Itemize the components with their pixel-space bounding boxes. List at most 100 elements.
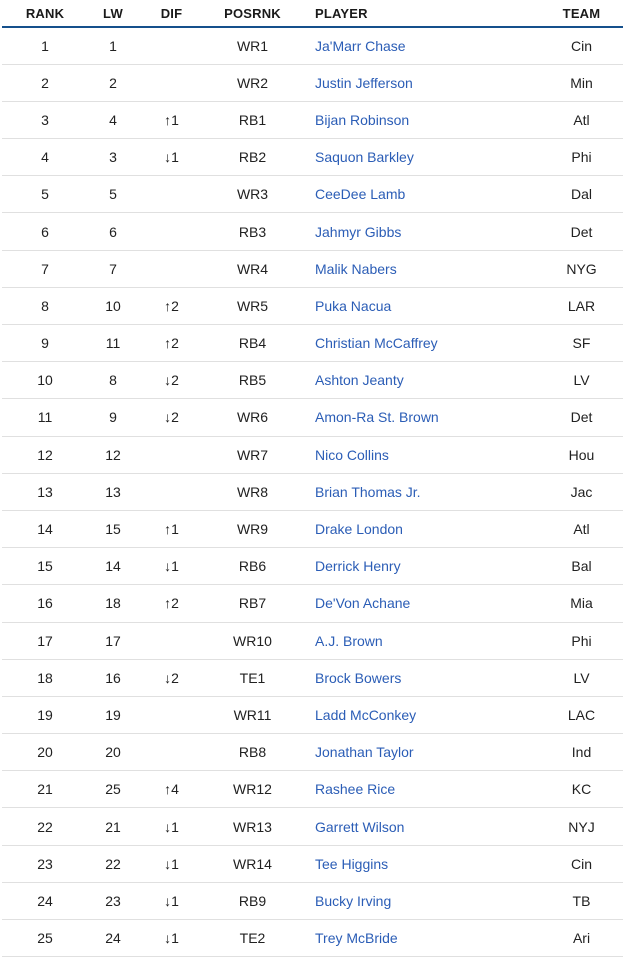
cell-position-rank: WR4 — [205, 250, 300, 288]
cell-rank: 4 — [2, 138, 88, 177]
cell-rank-difference: ↓1 — [138, 547, 205, 586]
cell-player: Tee Higgins — [300, 845, 540, 883]
cell-rank-difference — [138, 436, 205, 474]
player-link[interactable]: Derrick Henry — [315, 558, 401, 575]
cell-last-week-rank: 9 — [88, 398, 138, 437]
player-link[interactable]: Ashton Jeanty — [315, 372, 404, 389]
player-link[interactable]: Justin Jefferson — [315, 74, 413, 91]
player-link[interactable]: Tee Higgins — [315, 855, 389, 872]
player-link[interactable]: Ladd McConkey — [315, 706, 417, 723]
table-row: 24 23 ↓1 RB9 Bucky Irving TB — [2, 882, 623, 921]
cell-rank-difference: ↑1 — [138, 510, 205, 549]
table-row: 1 1 WR1 Ja'Marr Chase Cin — [2, 27, 623, 65]
player-link[interactable]: Brian Thomas Jr. — [315, 483, 421, 500]
cell-team: Bal — [540, 547, 623, 586]
player-link[interactable]: Malik Nabers — [315, 260, 397, 277]
cell-last-week-rank: 1 — [88, 27, 138, 65]
player-link[interactable]: CeeDee Lamb — [315, 186, 406, 203]
player-link[interactable]: Rashee Rice — [315, 781, 396, 798]
player-link[interactable]: Ja'Marr Chase — [315, 37, 406, 54]
player-link[interactable]: Amon-Ra St. Brown — [315, 409, 439, 426]
header-row: RANK LW DIF POSRNK PLAYER TEAM — [2, 0, 623, 28]
cell-last-week-rank: 7 — [88, 250, 138, 288]
cell-last-week-rank: 8 — [88, 361, 138, 400]
cell-rank: 1 — [2, 27, 88, 65]
cell-team: Det — [540, 212, 623, 251]
cell-rank-difference: ↓1 — [138, 882, 205, 921]
table-row: 10 8 ↓2 RB5 Ashton Jeanty LV — [2, 361, 623, 400]
cell-rank: 25 — [2, 919, 88, 958]
table-row: 3 4 ↑1 RB1 Bijan Robinson Atl — [2, 101, 623, 140]
table-row: 5 5 WR3 CeeDee Lamb Dal — [2, 175, 623, 214]
player-link[interactable]: Garrett Wilson — [315, 818, 405, 835]
cell-last-week-rank: 13 — [88, 473, 138, 511]
cell-rank-difference: ↓2 — [138, 361, 205, 400]
player-link[interactable]: Saquon Barkley — [315, 149, 414, 166]
table-row: 6 6 RB3 Jahmyr Gibbs Det — [2, 212, 623, 251]
table-row: 17 17 WR10 A.J. Brown Phi — [2, 622, 623, 660]
table-row: 7 7 WR4 Malik Nabers NYG — [2, 250, 623, 288]
cell-team: Ari — [540, 919, 623, 958]
cell-position-rank: WR12 — [205, 770, 300, 809]
cell-player: De'Von Achane — [300, 584, 540, 623]
cell-position-rank: WR6 — [205, 398, 300, 437]
cell-position-rank: WR1 — [205, 27, 300, 65]
cell-position-rank: WR8 — [205, 473, 300, 511]
cell-player: Derrick Henry — [300, 547, 540, 586]
cell-position-rank: WR14 — [205, 845, 300, 883]
cell-position-rank: RB7 — [205, 584, 300, 623]
table-row: 22 21 ↓1 WR13 Garrett Wilson NYJ — [2, 807, 623, 846]
table-row: 21 25 ↑4 WR12 Rashee Rice KC — [2, 770, 623, 809]
cell-rank: 3 — [2, 101, 88, 140]
cell-position-rank: RB1 — [205, 101, 300, 140]
player-link[interactable]: Bijan Robinson — [315, 111, 410, 128]
player-link[interactable]: Drake London — [315, 521, 403, 538]
player-link[interactable]: Christian McCaffrey — [315, 335, 438, 352]
table-row: 8 10 ↑2 WR5 Puka Nacua LAR — [2, 287, 623, 326]
cell-last-week-rank: 11 — [88, 324, 138, 363]
cell-team: Mia — [540, 584, 623, 623]
cell-last-week-rank: 22 — [88, 845, 138, 883]
cell-player: Rashee Rice — [300, 770, 540, 809]
player-link[interactable]: De'Von Achane — [315, 595, 411, 612]
cell-position-rank: TE1 — [205, 659, 300, 697]
table-row: 16 18 ↑2 RB7 De'Von Achane Mia — [2, 584, 623, 623]
cell-rank: 22 — [2, 807, 88, 846]
cell-position-rank: WR7 — [205, 436, 300, 474]
player-link[interactable]: A.J. Brown — [315, 632, 383, 649]
cell-rank: 12 — [2, 436, 88, 474]
player-link[interactable]: Jahmyr Gibbs — [315, 223, 402, 240]
player-link[interactable]: Puka Nacua — [315, 297, 392, 314]
table-row: 25 24 ↓1 TE2 Trey McBride Ari — [2, 919, 623, 958]
table-row: 19 19 WR11 Ladd McConkey LAC — [2, 696, 623, 735]
table-row: 11 9 ↓2 WR6 Amon-Ra St. Brown Det — [2, 398, 623, 437]
cell-rank-difference — [138, 696, 205, 735]
table-row: 15 14 ↓1 RB6 Derrick Henry Bal — [2, 547, 623, 586]
cell-last-week-rank: 10 — [88, 287, 138, 326]
player-link[interactable]: Jonathan Taylor — [315, 744, 414, 761]
cell-player: Saquon Barkley — [300, 138, 540, 177]
cell-player: Bijan Robinson — [300, 101, 540, 140]
player-link[interactable]: Nico Collins — [315, 446, 389, 463]
cell-last-week-rank: 3 — [88, 138, 138, 177]
column-header-team: TEAM — [540, 0, 623, 28]
cell-team: KC — [540, 770, 623, 809]
cell-team: LAC — [540, 696, 623, 735]
cell-team: TB — [540, 882, 623, 921]
cell-player: Ja'Marr Chase — [300, 27, 540, 65]
player-link[interactable]: Trey McBride — [315, 930, 398, 947]
column-header-posrnk: POSRNK — [205, 0, 300, 28]
player-link[interactable]: Bucky Irving — [315, 892, 392, 909]
cell-rank: 17 — [2, 622, 88, 660]
cell-team: SF — [540, 324, 623, 363]
cell-player: Ladd McConkey — [300, 696, 540, 735]
player-link[interactable]: Brock Bowers — [315, 669, 402, 686]
cell-last-week-rank: 14 — [88, 547, 138, 586]
cell-last-week-rank: 4 — [88, 101, 138, 140]
cell-player: Jahmyr Gibbs — [300, 212, 540, 251]
cell-player: Christian McCaffrey — [300, 324, 540, 363]
cell-player: Nico Collins — [300, 436, 540, 474]
cell-player: Jonathan Taylor — [300, 733, 540, 772]
